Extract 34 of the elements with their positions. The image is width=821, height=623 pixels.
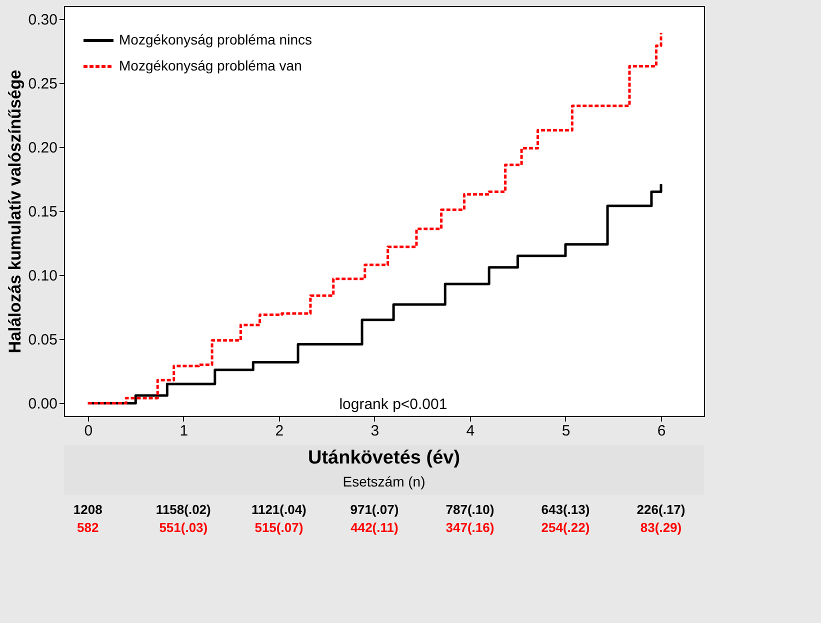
text: 83(.29) [640, 520, 682, 535]
y-tick-label: 0.00 [28, 396, 58, 413]
legend-label: Mozgékonyság probléma nincs [119, 32, 312, 48]
text: 254(.22) [541, 520, 590, 535]
text: 551(.03) [159, 520, 208, 535]
text: 643(.13) [541, 502, 590, 517]
text: 787(.10) [446, 502, 494, 517]
x-tick-label: 0 [84, 422, 93, 440]
x-tick-label: 2 [275, 422, 284, 440]
y-tick-label: 0.20 [28, 139, 58, 156]
y-tick-label: 0.05 [28, 332, 58, 349]
text: 1158(.02) [156, 502, 211, 517]
text: Esetszám (n) [342, 474, 426, 490]
y-tick-label: 0.10 [28, 268, 58, 285]
y-tick-label: 0.25 [28, 75, 58, 92]
x-tick-label: 3 [370, 422, 380, 440]
y-axis-title: Halálozás kumulatív valószínűsége [5, 70, 24, 354]
x-tick-label: 4 [466, 422, 475, 440]
text: 1121(.04) [251, 502, 306, 517]
legend-label: Mozgékonyság probléma van [119, 58, 302, 74]
x-axis-title: Utánkövetés (év) [308, 448, 460, 468]
text: 442(.11) [350, 520, 398, 535]
x-tick-label: 5 [562, 422, 570, 440]
text: 971(.07) [350, 502, 399, 517]
x-tick-label: 1 [180, 422, 188, 440]
text: 515(.07) [254, 520, 304, 535]
y-tick-label: 0.15 [28, 204, 58, 220]
text: 347(.16) [446, 520, 494, 535]
text: 1208 [73, 502, 102, 517]
annotation: logrank p<0.001 [339, 396, 448, 413]
x-tick-label: 6 [657, 422, 666, 440]
text: 582 [77, 520, 99, 535]
y-tick-label: 0.30 [28, 11, 58, 28]
text: 226(.17) [636, 502, 686, 517]
